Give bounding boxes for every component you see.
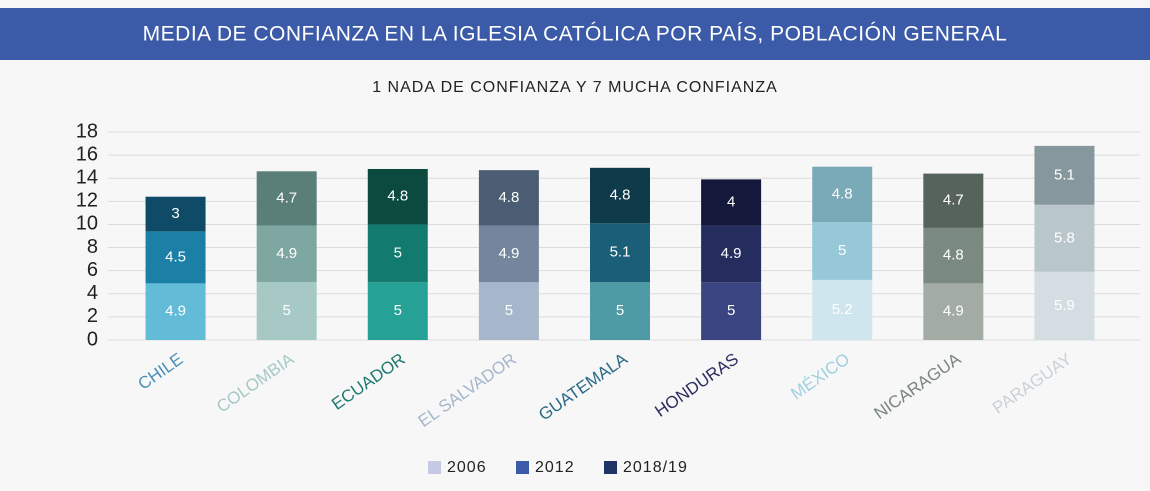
- data-label: 4.7: [276, 189, 297, 206]
- y-tick-label: 4: [87, 282, 98, 304]
- y-tick-label: 2: [87, 305, 98, 327]
- bar-segment: [590, 282, 650, 340]
- data-label: 4: [727, 193, 735, 210]
- legend-label: 2018/19: [623, 459, 688, 476]
- data-label: 5: [394, 302, 402, 319]
- data-label: 4.9: [721, 245, 742, 262]
- data-label: 4.5: [165, 248, 186, 265]
- y-tick-label: 10: [76, 213, 98, 235]
- bar-segment: [145, 283, 206, 340]
- legend-swatch: [604, 461, 617, 474]
- legend-swatch: [516, 461, 529, 474]
- data-label: 4.8: [387, 188, 408, 205]
- y-tick-label: 16: [76, 143, 98, 165]
- legend-label: 2006: [447, 459, 487, 476]
- chart-subtitle: 1 NADA DE CONFIANZA Y 7 MUCHA CONFIANZA: [372, 79, 778, 96]
- bar-segment: [1034, 204, 1095, 272]
- data-label: 5.1: [610, 244, 631, 261]
- y-tick-label: 0: [87, 328, 98, 350]
- title-banner: [0, 8, 1150, 60]
- bar-segment: [590, 223, 650, 283]
- bar-segment: [812, 166, 873, 223]
- bar-segment: [145, 231, 206, 284]
- data-label: 4.8: [832, 185, 853, 202]
- data-label: 3: [171, 205, 179, 222]
- bar-segment: [478, 225, 539, 283]
- y-tick-label: 8: [87, 236, 98, 258]
- data-label: 5.8: [1054, 229, 1075, 246]
- data-label: 5: [616, 302, 624, 319]
- data-label: 4.9: [165, 303, 186, 320]
- data-label: 5: [394, 244, 402, 261]
- bar-segment: [145, 196, 206, 232]
- data-label: 5.1: [1054, 166, 1075, 183]
- bar-segment: [701, 225, 762, 283]
- chart-title: MEDIA DE CONFIANZA EN LA IGLESIA CATÓLIC…: [143, 23, 1008, 46]
- data-label: 5.2: [832, 301, 853, 318]
- bar-segment: [367, 224, 428, 283]
- bar-segment: [812, 222, 873, 280]
- bar-segment: [367, 168, 428, 225]
- bar-segment: [1034, 145, 1095, 205]
- bar-segment: [701, 179, 762, 226]
- data-label: 5: [727, 302, 735, 319]
- y-tick-label: 18: [76, 120, 98, 142]
- bar-segment: [923, 227, 984, 284]
- bar-segment: [367, 282, 428, 340]
- bar-segment: [256, 171, 317, 226]
- data-label: 4.8: [943, 247, 964, 264]
- bar-segment: [256, 282, 317, 340]
- bar-segment: [478, 170, 539, 226]
- data-label: 5: [838, 242, 846, 259]
- bar-segment: [701, 282, 762, 340]
- bar-segment: [923, 173, 984, 228]
- legend-label: 2012: [535, 459, 575, 476]
- data-label: 4.8: [498, 189, 519, 206]
- data-label: 4.7: [943, 192, 964, 209]
- bar-segment: [1034, 271, 1095, 340]
- data-label: 4.8: [610, 187, 631, 204]
- data-label: 4.9: [276, 245, 297, 262]
- bar-segment: [812, 279, 873, 340]
- y-tick-label: 6: [87, 259, 98, 281]
- bar-segment: [256, 225, 317, 283]
- bar-segment: [590, 167, 650, 224]
- bar-segment: [923, 283, 984, 340]
- data-label: 5: [282, 302, 290, 319]
- data-label: 5: [505, 302, 513, 319]
- legend-swatch: [428, 461, 441, 474]
- y-tick-label: 12: [76, 190, 98, 212]
- data-label: 5.9: [1054, 297, 1075, 314]
- data-label: 4.9: [498, 245, 519, 262]
- data-label: 4.9: [943, 303, 964, 320]
- bar-segment: [478, 282, 539, 340]
- y-tick-label: 14: [76, 167, 98, 189]
